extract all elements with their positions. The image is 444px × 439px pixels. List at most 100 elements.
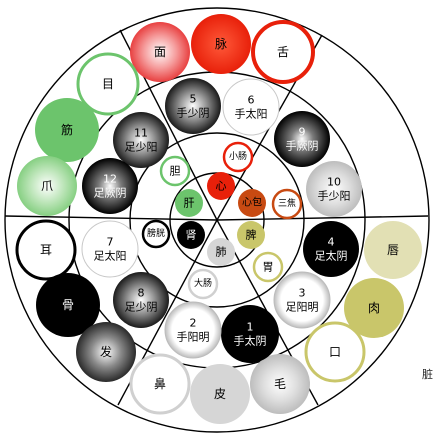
label-jin: 筋 [61, 122, 73, 137]
fu-wei: 胃 [252, 251, 284, 283]
zang-xinbao: 心包 [238, 189, 266, 217]
label-mian: 面 [154, 45, 166, 59]
label-chun: 唇 [387, 243, 399, 257]
circle-kou: 口 [304, 321, 366, 383]
outer-circles: 面 脉 舌 目 筋 爪 耳 骨 [15, 14, 422, 424]
meridian-11-num: 11 [134, 127, 148, 140]
meridian-8-name: 足少阴 [125, 301, 158, 314]
meridian-8-num: 8 [138, 287, 145, 300]
meridian-10-name: 手少阳 [318, 189, 351, 203]
meridian-12: 12 足厥阴 [82, 158, 138, 214]
meridian-4-name: 足太阴 [315, 250, 348, 263]
circle-mian: 面 [130, 22, 190, 82]
circle-she: 舌 [251, 20, 315, 84]
meridian-9-name: 手厥阴 [286, 139, 319, 153]
meridian-6-num: 6 [248, 94, 255, 107]
fu-dan: 胆 [159, 155, 191, 187]
zang-fei: 肺 [207, 238, 235, 266]
meridian-2: 2 手阳明 [164, 301, 222, 359]
meridian-3: 3 足阳明 [273, 271, 331, 329]
circle-rou: 肉 [344, 278, 404, 338]
zang-gan: 肝 [175, 189, 203, 217]
label-shen: 肾 [186, 229, 197, 242]
meridian-5: 5 手少阴 [165, 78, 221, 134]
meridian-12-name: 足厥阴 [94, 187, 127, 200]
fu-pangguang: 膀胱 [141, 219, 171, 249]
fu-ring [129, 132, 305, 308]
label-kou: 口 [329, 345, 341, 359]
circle-mai: 脉 [191, 14, 251, 74]
circle-bi: 鼻 [129, 353, 191, 415]
meridian-4-num: 4 [328, 236, 335, 249]
meridian-3-name: 足阳明 [286, 301, 319, 314]
meridian-10-num: 10 [327, 176, 341, 189]
label-pi-spleen: 脾 [246, 228, 257, 242]
fu-xiaochang: 小肠 [222, 141, 254, 173]
label-xinbao: 心包 [242, 196, 262, 209]
meridian-9: 9 手厥阴 [274, 111, 330, 167]
fu-sanjiao: 三焦 [271, 188, 303, 220]
meridian-8: 8 足少阴 [113, 272, 169, 328]
circle-zhua: 爪 [17, 156, 77, 216]
circle-mu: 目 [76, 52, 140, 116]
meridian-1: 1 手太阴 [221, 305, 279, 363]
meridian-9-num: 9 [299, 126, 306, 139]
label-pi: 皮 [214, 387, 226, 401]
label-xin: 心 [216, 180, 227, 193]
divider-right [216, 215, 429, 221]
label-sanjiao: 三焦 [278, 197, 296, 209]
label-dachang: 大肠 [194, 277, 212, 289]
label-pangguang: 膀胱 [147, 227, 165, 239]
zang-shen: 肾 [177, 221, 205, 249]
label-fa: 发 [100, 344, 112, 359]
circle-gu: 骨 [36, 273, 100, 337]
meridian-2-num: 2 [190, 317, 197, 330]
label-rou: 肉 [368, 301, 380, 315]
meridian-7-name: 足太阳 [94, 250, 127, 263]
meridian-6: 6 手太阳 [222, 78, 280, 136]
meridian-11: 11 足少阳 [113, 112, 169, 168]
label-gan: 肝 [184, 197, 195, 210]
circle-er: 耳 [15, 219, 77, 281]
meridian-10: 10 手少阳 [306, 161, 362, 217]
label-mu: 目 [102, 77, 114, 91]
meridian-2-name: 手阳明 [177, 330, 210, 344]
meridian-6-name: 手太阳 [235, 107, 268, 121]
divider-left [4, 215, 218, 221]
meridian-7-num: 7 [107, 236, 114, 249]
circle-mao: 毛 [250, 354, 310, 414]
meridian-1-name: 手太阴 [234, 334, 267, 348]
circle-fa: 发 [76, 322, 136, 382]
label-xiaochang: 小肠 [229, 151, 247, 162]
zang-xin: 心 [207, 172, 235, 200]
meridian-4: 4 足太阴 [303, 221, 359, 277]
label-she: 舌 [277, 45, 289, 59]
label-wei: 胃 [263, 261, 274, 274]
label-zhua: 爪 [41, 179, 53, 193]
meridian-3-num: 3 [299, 287, 306, 300]
stray-label: 脏 [422, 368, 433, 381]
meridian-12-num: 12 [103, 173, 117, 186]
label-gu: 骨 [62, 298, 74, 312]
zang-organ-circles: 心 心包 肝 肾 脾 肺 [175, 172, 266, 266]
circle-chun: 唇 [364, 221, 422, 279]
zang-pi: 脾 [237, 221, 265, 249]
meridian-circles: 1 手太阴 2 手阳明 3 足阳明 4 足太阴 5 手少阴 6 手太阳 [81, 78, 362, 363]
label-fei: 肺 [216, 246, 227, 259]
meridian-11-name: 足少阳 [125, 141, 158, 154]
label-er: 耳 [40, 243, 52, 257]
fu-organ-circles: 小肠 胆 三焦 膀胱 胃 大肠 [141, 141, 303, 300]
meridian-1-num: 1 [247, 321, 254, 334]
meridian-5-name: 手少阴 [177, 106, 210, 120]
label-mao: 毛 [274, 377, 286, 391]
circle-pi: 皮 [190, 364, 250, 424]
meridian-5-num: 5 [190, 93, 197, 106]
label-mai: 脉 [215, 36, 227, 51]
fu-dachang: 大肠 [187, 268, 219, 300]
meridian-7: 7 足太阳 [81, 220, 139, 278]
label-dan: 胆 [170, 165, 181, 178]
label-bi: 鼻 [154, 376, 166, 391]
outer-ring [4, 7, 430, 433]
circle-jin: 筋 [35, 98, 99, 162]
